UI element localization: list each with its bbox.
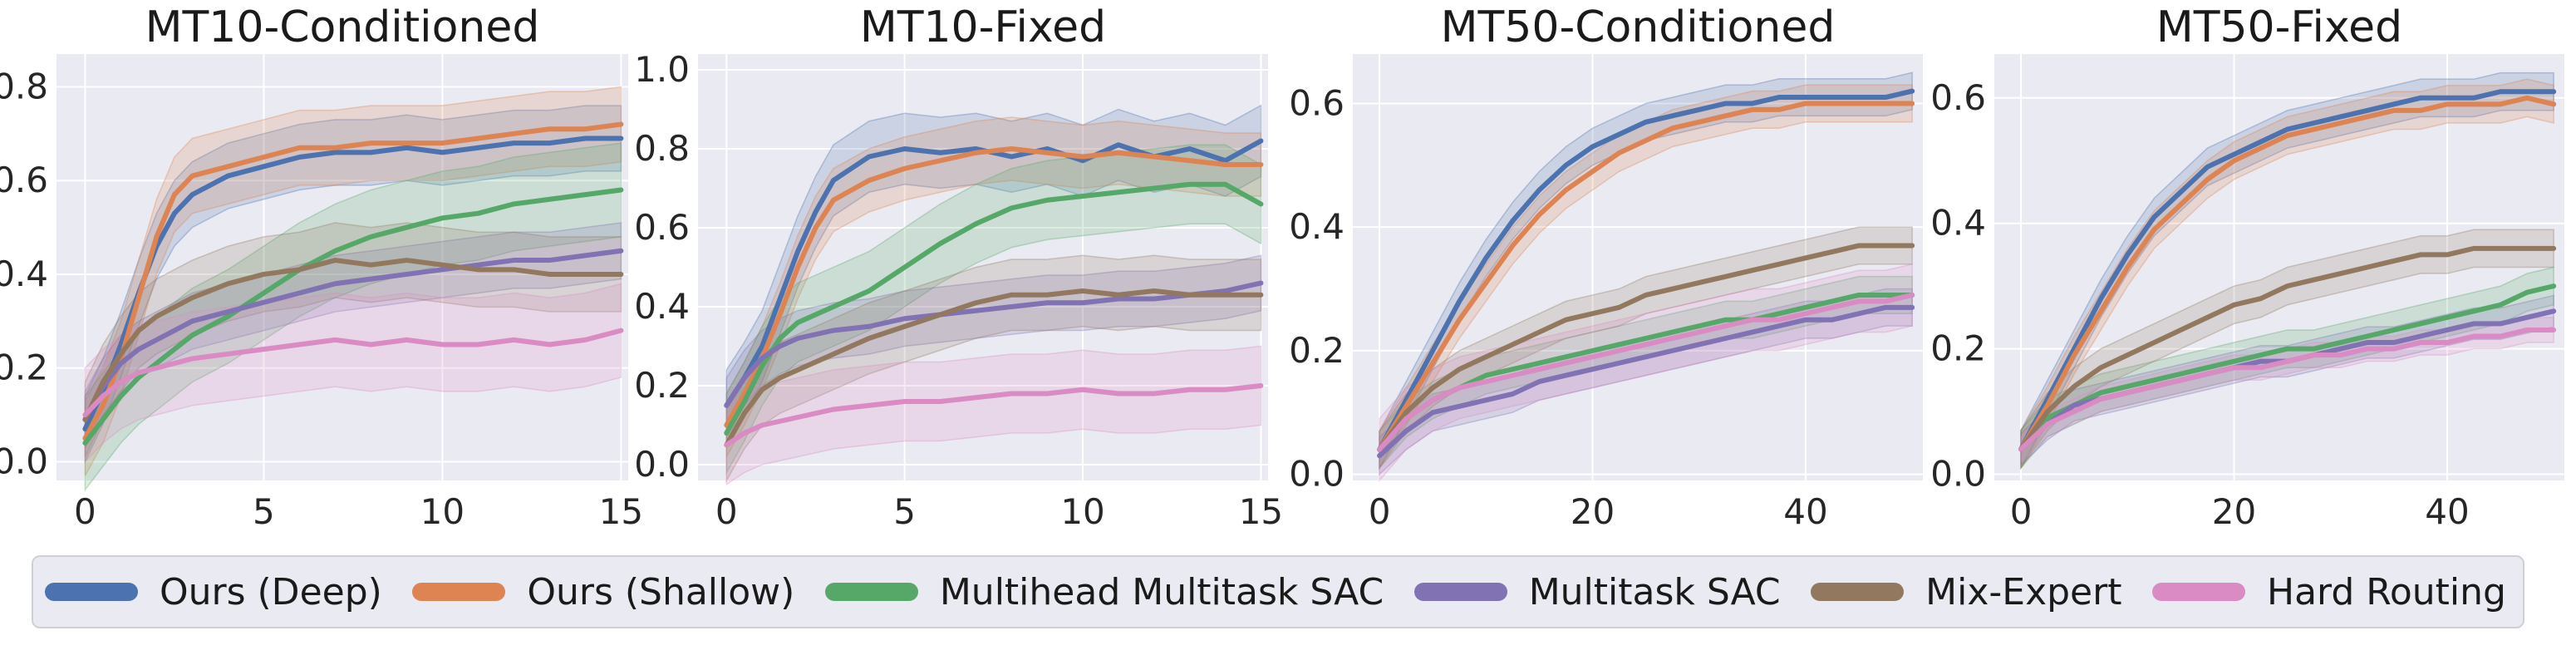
series-line [724,383,1264,448]
chart-panel: 0 20 40 0.0 0.2 0.4 0.6 MT50-Fixed [1930,2,2564,532]
legend-label: Hard Routing [2266,570,2506,613]
series-band [1379,84,1913,470]
x-tick-label: 40 [1783,491,1827,532]
series-band [1379,226,1913,470]
chart-panel: 0 20 40 0.0 0.2 0.4 0.6 MT50-Conditioned [1289,2,1923,532]
series-line [82,248,624,422]
y-tick-label: 0.6 [1289,82,1345,123]
plot-area [57,54,628,480]
y-tick-label: 0.0 [634,444,690,485]
y-tick-label: 1.0 [634,49,690,90]
legend: Ours (Deep) Ours (Shallow) Multihead Mul… [32,555,2524,628]
series-line [82,328,624,418]
series-line [724,288,1264,448]
series-line [1377,304,1915,459]
x-tick-label: 20 [1571,491,1615,532]
y-tick-label: 0.8 [634,128,690,169]
y-tick-label: 0.2 [1930,328,1986,369]
chart-panel: 0 5 10 15 0.0 0.2 0.4 0.6 0.8 MT10-Conditioned [0,2,643,532]
y-tick-label: 0.0 [1930,453,1986,494]
series-line [2018,95,2557,452]
chart-title: MT10-Fixed [860,2,1106,52]
series-band [84,142,622,492]
x-tick-label: 5 [893,491,916,532]
series-line [82,121,624,441]
legend-label: Mix-Expert [1925,570,2122,613]
series-line [2018,245,2557,452]
series-band [725,104,1262,444]
series-line [1377,101,1915,452]
chart-panel: 0 5 10 15 0.0 0.2 0.4 0.6 0.8 1.0 MT10-Fixed [634,2,1283,532]
x-tick-label: 20 [2212,491,2256,532]
series-band [2020,229,2554,470]
x-tick-label: 10 [420,491,465,532]
series-band [725,144,1262,475]
plot-area [1994,54,2564,480]
series-band [84,283,622,464]
legend-item: Multihead Multitask SAC [824,570,1384,613]
series-line [2018,283,2557,452]
legend-swatch [412,583,506,601]
y-tick-label: 0.0 [0,441,48,481]
y-tick-label: 0.8 [0,66,48,106]
y-tick-label: 0.4 [1289,206,1345,247]
legend-label: Ours (Shallow) [527,570,795,613]
y-tick-label: 0.2 [634,365,690,406]
x-tick-label: 0 [715,491,738,532]
x-tick-label: 0 [74,491,96,532]
series-band [2020,317,2554,464]
y-tick-label: 0.6 [0,160,48,200]
series-band [2020,266,2554,470]
series-band [84,105,622,462]
legend-item: Ours (Deep) [45,571,382,613]
x-tick-label: 0 [2010,491,2033,532]
series-band [725,254,1262,483]
y-tick-label: 0.2 [1289,330,1345,371]
y-tick-label: 0.0 [1289,454,1345,495]
series-line [2018,89,2557,452]
series-band [725,116,1262,460]
y-tick-label: 0.6 [634,207,690,248]
series-line [724,181,1264,436]
y-tick-label: 0.4 [1930,203,1986,244]
series-band [725,345,1262,486]
x-tick-label: 15 [1239,491,1283,532]
chart-title: MT10-Conditioned [145,2,540,52]
x-tick-label: 15 [599,491,643,532]
y-tick-label: 0.2 [0,347,48,388]
legend-swatch [1413,583,1507,601]
legend-label: Multitask SAC [1528,570,1781,613]
legend-label: Ours (Deep) [160,570,382,613]
series-band [1379,71,1913,469]
series-line [82,258,624,422]
legend-item: Ours (Shallow) [412,571,794,613]
legend-label: Multihead Multitask SAC [939,570,1384,613]
legend-swatch [1811,583,1905,601]
series-line [2018,327,2557,452]
legend-swatch [45,583,138,601]
legend-item: Hard Routing [2151,570,2506,613]
y-tick-label: 0.4 [634,286,690,327]
series-band [84,86,622,476]
x-tick-label: 10 [1060,491,1104,532]
x-tick-label: 0 [1369,491,1391,532]
x-tick-label: 40 [2425,491,2469,532]
series-line [1377,292,1915,452]
series-line [1377,88,1915,452]
chart-title: MT50-Fixed [2156,2,2402,52]
legend-swatch [824,583,918,601]
series-band [84,222,622,448]
legend-swatch [2151,583,2245,601]
y-tick-label: 0.6 [1930,77,1986,118]
legend-item: Multitask SAC [1413,570,1781,613]
series-line [724,146,1264,428]
legend-item: Mix-Expert [1811,571,2121,613]
series-line [1377,243,1915,452]
x-tick-label: 5 [253,491,275,532]
series-band [2020,78,2554,470]
y-tick-label: 0.4 [0,254,48,294]
chart-title: MT50-Conditioned [1441,2,1836,52]
